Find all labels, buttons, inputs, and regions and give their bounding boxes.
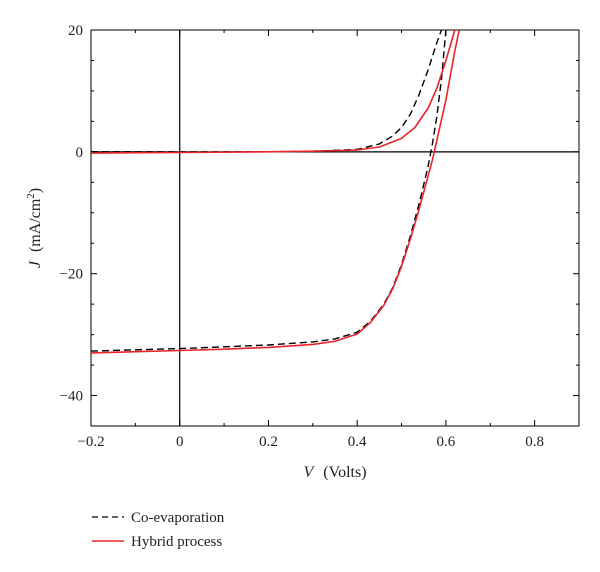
plot-frame: [90, 29, 580, 427]
legend-label-co-evaporation: Co-evaporation: [131, 510, 225, 526]
y-tick-label: 20: [68, 23, 83, 39]
legend-label-hybrid-process: Hybrid process: [131, 534, 222, 550]
series-line-co-evaporation-dark: [91, 30, 443, 153]
y-axis-unit: (mA/cm: [27, 198, 44, 252]
y-axis-sup: 2: [25, 193, 37, 199]
series-line-co-evaporation-light: [91, 30, 447, 352]
series-line-hybrid-process-light: [91, 30, 460, 354]
x-tick-label: 0.4: [348, 434, 367, 450]
y-tick-label: −20: [60, 267, 83, 283]
x-tick-label: 0.8: [525, 434, 544, 450]
y-tick-label: 0: [76, 145, 84, 161]
series-line-hybrid-process-dark: [91, 30, 456, 154]
y-tick-label: −40: [60, 389, 83, 405]
curves-layer: [91, 30, 460, 354]
legend: Co-evaporation Hybrid process: [92, 510, 225, 550]
ticks-layer: −0.2 0 0.2 0.4 0.6 0.8 −40 −20 0 20: [60, 23, 580, 450]
x-tick-label: 0: [176, 434, 184, 450]
x-axis-var: V: [303, 464, 315, 481]
y-axis-close: ): [27, 188, 44, 193]
x-axis-label: V (Volts): [303, 464, 366, 481]
x-tick-label: 0.6: [437, 434, 456, 450]
zero-lines-layer: [91, 30, 579, 426]
y-axis-var: J: [27, 260, 44, 268]
x-axis-unit: (Volts): [323, 464, 366, 481]
x-tick-label: −0.2: [77, 434, 104, 450]
y-axis-label: J (mA/cm2): [25, 188, 44, 268]
x-tick-label: 0.2: [259, 434, 278, 450]
